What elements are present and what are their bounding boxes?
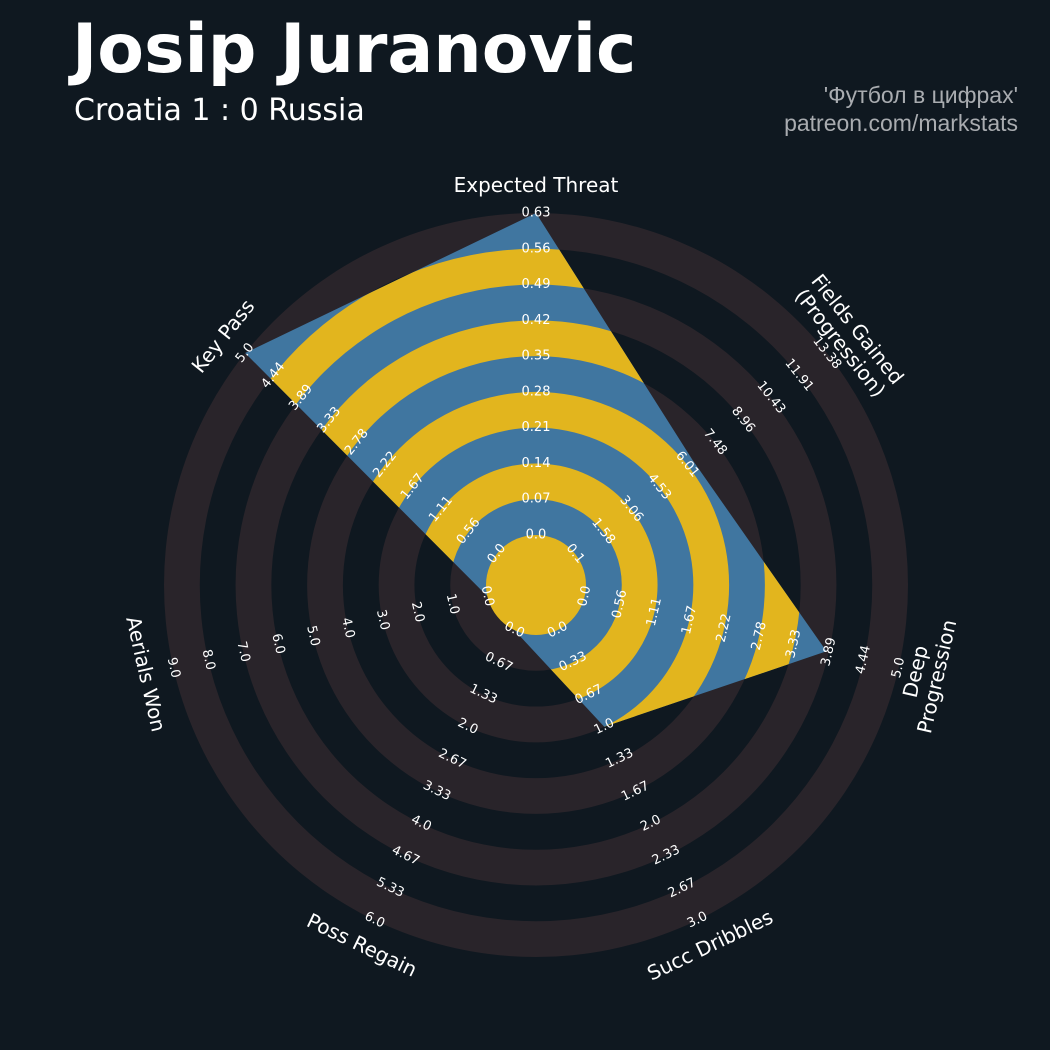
tick-label: 0.56 [609, 588, 630, 620]
tick-label: 6.0 [268, 632, 287, 656]
tick-label: 3.89 [818, 636, 839, 668]
tick-label: 0.14 [522, 456, 551, 471]
credit: 'Футбол в цифрах' [823, 82, 1018, 108]
tick-label: 1.0 [443, 592, 462, 616]
param-label: Expected Threat [453, 173, 619, 197]
tick-label: 0.35 [522, 349, 551, 364]
center-circle [486, 535, 586, 635]
tick-label: 8.0 [199, 648, 218, 672]
tick-label: 2.22 [714, 612, 735, 644]
tick-label: 4.0 [338, 616, 357, 640]
tick-label: 0.0 [526, 528, 547, 543]
tick-label: 0.56 [522, 241, 551, 256]
tick-label: 7.0 [233, 640, 252, 664]
tick-label: 5.0 [303, 624, 322, 648]
tick-label: 1.11 [644, 596, 665, 628]
tick-label: 3.0 [373, 608, 392, 632]
tick-label: 3.33 [783, 628, 804, 660]
tick-label: 1.67 [679, 604, 700, 636]
tick-label: 2.78 [749, 620, 770, 652]
tick-label: 0.07 [522, 492, 551, 507]
tick-label: 0.49 [522, 277, 551, 292]
credit: patreon.com/markstats [784, 110, 1018, 136]
tick-label: 0.28 [522, 384, 551, 399]
tick-label: 0.0 [478, 584, 497, 608]
tick-label: 0.21 [522, 420, 551, 435]
match-result: Croatia 1 : 0 Russia [74, 93, 365, 128]
tick-label: 2.0 [408, 600, 427, 624]
tick-label: 5.0 [889, 656, 908, 680]
tick-label: 9.0 [164, 656, 183, 680]
tick-label: 0.0 [575, 584, 594, 608]
tick-label: 0.63 [522, 206, 551, 221]
player-name: Josip Juranovic [72, 10, 637, 89]
tick-label: 0.42 [522, 313, 551, 328]
tick-label: 4.44 [853, 644, 874, 676]
